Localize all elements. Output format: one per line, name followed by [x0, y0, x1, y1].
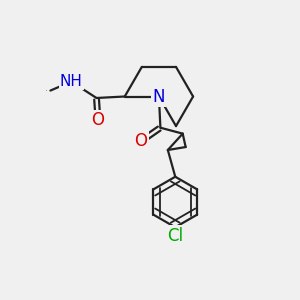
Text: O: O	[92, 111, 104, 129]
Text: N: N	[153, 88, 165, 106]
Text: O: O	[135, 132, 148, 150]
Text: NH: NH	[60, 74, 83, 89]
Text: Cl: Cl	[167, 226, 183, 244]
Text: NH: NH	[60, 74, 83, 89]
